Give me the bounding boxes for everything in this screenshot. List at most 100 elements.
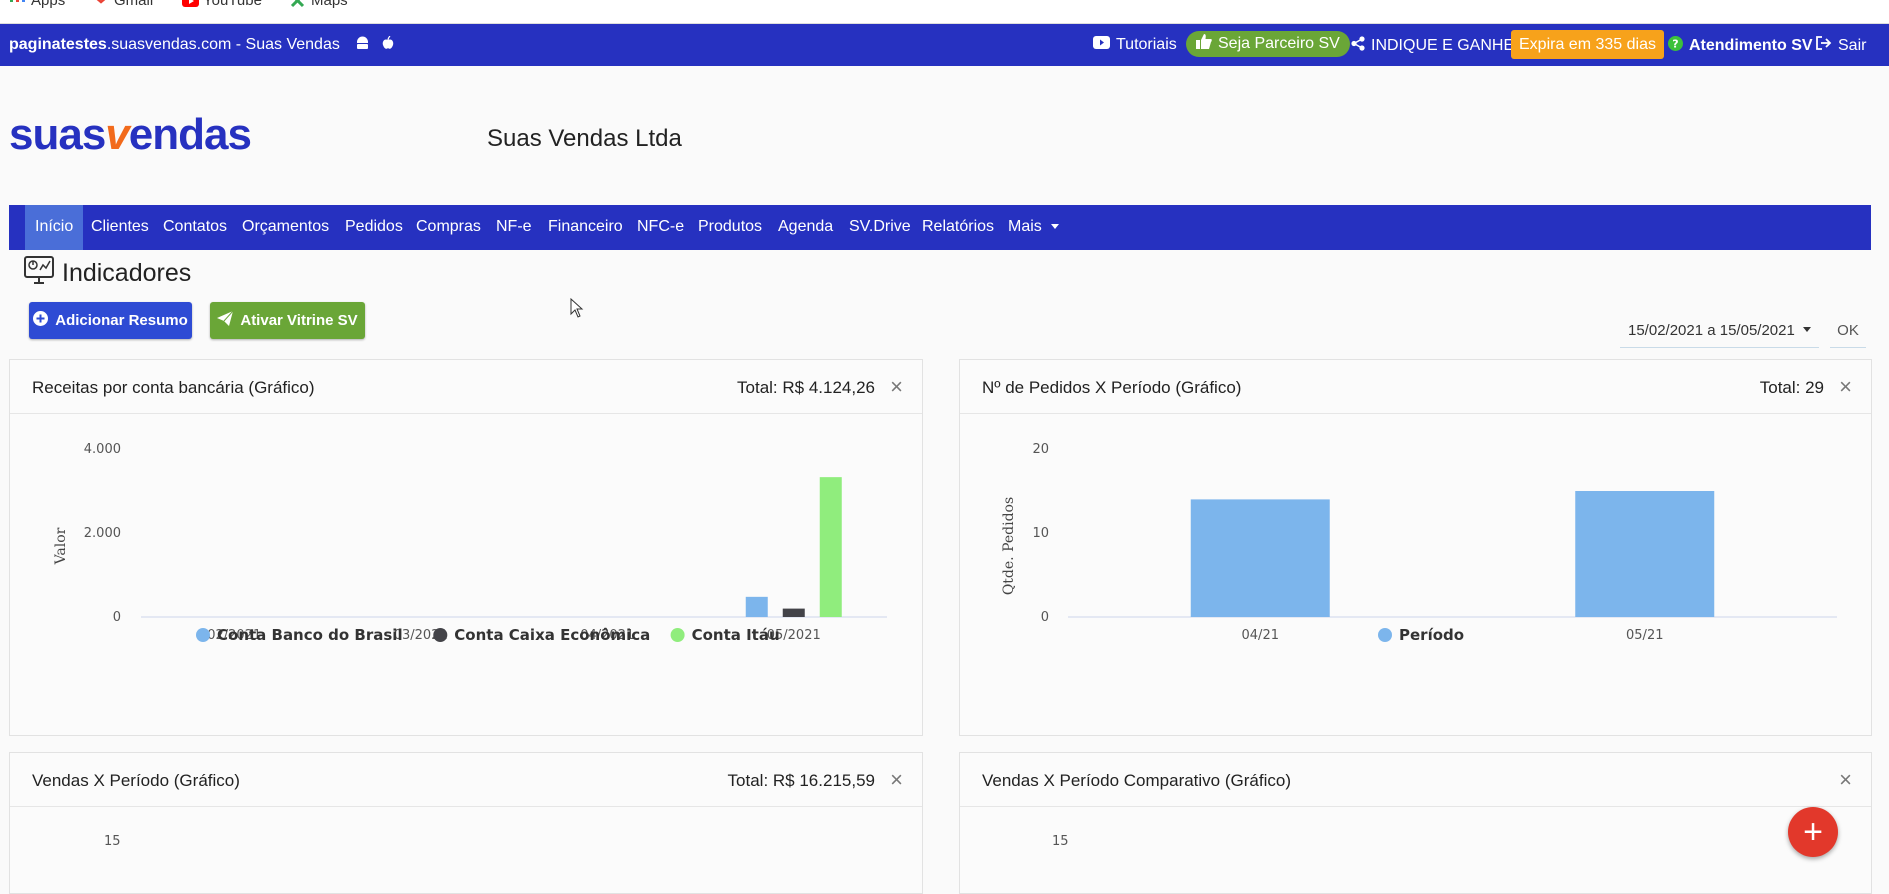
nav-item-nfe[interactable]: NF-e xyxy=(496,218,532,235)
receitas-card: Receitas por conta bancária (Gráfico) To… xyxy=(9,359,923,736)
bookmark-youtube[interactable]: YouTube xyxy=(182,0,262,9)
nav-item-relatorios[interactable]: Relatórios xyxy=(922,218,995,235)
indique-label: INDIQUE E GANHE xyxy=(1371,37,1515,54)
nav-item-nfce[interactable]: NFC-e xyxy=(637,218,685,235)
card-title: Nº de Pedidos X Período (Gráfico) xyxy=(982,378,1242,397)
chart-bar xyxy=(1575,491,1715,617)
legend-marker xyxy=(196,628,210,642)
seja-parceiro-button[interactable]: Seja Parceiro SV xyxy=(1186,31,1350,57)
sair-link[interactable]: Sair xyxy=(1816,36,1866,55)
share-icon xyxy=(1351,36,1365,56)
bookmark-maps[interactable]: Maps xyxy=(290,0,348,9)
nav-item-produtos[interactable]: Produtos xyxy=(698,218,763,235)
indique-ganhe-link[interactable]: INDIQUE E GANHE xyxy=(1351,36,1514,56)
nav-item-pedidos[interactable]: Pedidos xyxy=(345,218,403,235)
paper-plane-icon xyxy=(217,310,234,330)
x-tick-label: 02/2021 xyxy=(207,628,261,643)
close-icon[interactable]: × xyxy=(1839,767,1852,792)
sign-out-icon xyxy=(1816,36,1832,55)
y-tick-label: 15 xyxy=(104,834,121,849)
android-icon[interactable] xyxy=(356,36,373,53)
y-axis-title: Valor xyxy=(53,527,69,565)
nav-item-contatos[interactable]: Contatos xyxy=(163,218,228,235)
nav-item-financeiro[interactable]: Financeiro xyxy=(548,218,623,235)
bookmark-label: YouTube xyxy=(203,0,262,9)
chart-bar xyxy=(782,608,805,617)
svg-text:?: ? xyxy=(1672,38,1678,51)
card-header: Vendas X Período (Gráfico) Total: R$ 16.… xyxy=(10,753,922,807)
x-tick-label: 04/2021 xyxy=(580,628,634,643)
y-axis-title: Qtde. Pedidos xyxy=(1001,497,1017,595)
legend-marker xyxy=(433,628,448,642)
close-icon[interactable]: × xyxy=(1839,374,1852,399)
site-domain: paginatestes.suasvendas.com - Suas Venda… xyxy=(9,35,394,54)
nav-item-svdrive[interactable]: SV.Drive xyxy=(849,218,911,235)
thumbs-up-icon xyxy=(1196,34,1212,54)
nav-item-mais[interactable]: Mais xyxy=(1008,218,1060,236)
seja-parceiro-label: Seja Parceiro SV xyxy=(1218,35,1340,52)
x-tick-label: 05/2021 xyxy=(767,628,821,643)
company-name: Suas Vendas Ltda xyxy=(487,125,682,152)
card-total: Total: R$ 16.215,59 xyxy=(727,771,875,790)
close-icon[interactable]: × xyxy=(890,374,903,399)
vendas-card: Vendas X Período (Gráfico) Total: R$ 16.… xyxy=(9,752,923,894)
date-range-value: 15/02/2021 a 15/05/2021 xyxy=(1628,322,1795,339)
y-tick-label: 20 xyxy=(1032,442,1049,457)
card-header: Nº de Pedidos X Período (Gráfico) Total:… xyxy=(960,360,1871,414)
x-tick-label: 04/21 xyxy=(1242,628,1279,643)
logo-part: v xyxy=(105,110,130,159)
bookmark-label: Maps xyxy=(311,0,348,9)
tutoriais-link[interactable]: Tutoriais xyxy=(1093,36,1177,54)
nav-item-agenda[interactable]: Agenda xyxy=(778,218,834,235)
atendimento-label: Atendimento SV xyxy=(1689,37,1813,54)
caret-down-icon xyxy=(1803,327,1811,332)
card-total: Total: R$ 4.124,26 xyxy=(737,378,875,397)
tutoriais-label: Tutoriais xyxy=(1116,36,1177,53)
y-tick-label: 15 xyxy=(1052,834,1069,849)
youtube-icon xyxy=(182,0,199,8)
legend-label: Conta Banco do Brasil xyxy=(217,626,403,644)
pedidos-chart: Qtde. Pedidos 0 10 20 04/21 05/21 Período xyxy=(1001,442,1837,644)
legend-label: Período xyxy=(1399,626,1464,644)
chart-bar xyxy=(819,477,842,617)
add-summary-button[interactable]: Adicionar Resumo xyxy=(29,302,192,339)
y-tick-label: 10 xyxy=(1032,526,1049,541)
atendimento-link[interactable]: ? Atendimento SV xyxy=(1668,36,1813,56)
domain-rest: .suasvendas.com - Suas Vendas xyxy=(106,36,340,53)
vendas-comparativo-card: Vendas X Período Comparativo (Gráfico) ×… xyxy=(959,752,1872,894)
nav-item-compras[interactable]: Compras xyxy=(416,218,481,235)
plus-circle-icon xyxy=(33,311,49,330)
pedidos-card: Nº de Pedidos X Período (Gráfico) Total:… xyxy=(959,359,1872,736)
card-header: Receitas por conta bancária (Gráfico) To… xyxy=(10,360,922,414)
y-tick-label: 0 xyxy=(1041,610,1049,625)
x-tick-label: 05/21 xyxy=(1626,628,1663,643)
suasvendas-logo[interactable]: suasvendas xyxy=(9,110,252,160)
nav-item-inicio[interactable]: Início xyxy=(35,218,74,235)
activate-vitrine-button[interactable]: Ativar Vitrine SV xyxy=(210,302,365,339)
bookmark-gmail[interactable]: Gmail xyxy=(93,0,153,9)
chart-bar xyxy=(1190,499,1330,617)
y-tick-label: 4.000 xyxy=(84,442,121,457)
expira-label: Expira em 335 dias xyxy=(1519,35,1656,53)
expira-badge[interactable]: Expira em 335 dias xyxy=(1511,30,1664,59)
bookmark-apps[interactable]: Apps xyxy=(10,0,65,9)
date-range-select[interactable]: 15/02/2021 a 15/05/2021 xyxy=(1620,321,1819,348)
ok-button[interactable]: OK xyxy=(1830,321,1866,348)
logo-part: suas xyxy=(9,110,106,159)
sair-label: Sair xyxy=(1838,36,1867,54)
nav-item-orcamentos[interactable]: Orçamentos xyxy=(242,218,330,235)
main-nav: Início Clientes Contatos Orçamentos Pedi… xyxy=(9,205,1871,250)
activate-vitrine-label: Ativar Vitrine SV xyxy=(240,312,358,329)
nav-item-clientes[interactable]: Clientes xyxy=(91,218,149,235)
apple-icon[interactable] xyxy=(382,35,394,53)
nav-active-highlight xyxy=(25,205,83,250)
top-bar: paginatestes.suasvendas.com - Suas Venda… xyxy=(0,24,1889,66)
card-title: Vendas X Período Comparativo (Gráfico) xyxy=(982,771,1291,790)
caret-down-icon xyxy=(1051,224,1060,229)
add-summary-label: Adicionar Resumo xyxy=(55,312,188,329)
legend-label: Conta Itáu xyxy=(692,626,780,644)
close-icon[interactable]: × xyxy=(890,767,903,792)
nav-mais-label: Mais xyxy=(1008,218,1042,235)
add-fab-button[interactable]: + xyxy=(1788,807,1838,857)
